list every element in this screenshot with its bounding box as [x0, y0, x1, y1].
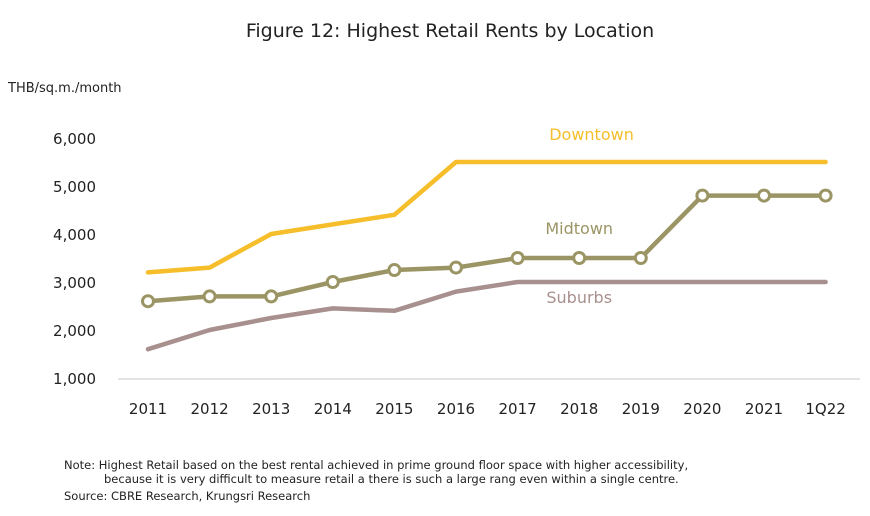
data-point-midtown [449, 260, 463, 275]
data-point-midtown [572, 251, 587, 265]
x-tick-label: 1Q22 [805, 400, 845, 418]
x-tick-label: 2016 [437, 400, 475, 418]
data-point-midtown [510, 251, 525, 265]
series-label-downtown: Downtown [549, 125, 634, 144]
x-tick-label: 2013 [252, 400, 290, 418]
source-line: Source: CBRE Research, Krungsri Research [64, 489, 311, 503]
data-point-midtown [633, 251, 648, 265]
series-line-downtown [145, 159, 828, 275]
series-label-suburbs: Suburbs [546, 288, 612, 307]
x-tick-label: 2015 [375, 400, 413, 418]
data-point-midtown [141, 294, 155, 309]
data-point-midtown [387, 263, 402, 277]
y-tick-label: 3,000 [53, 274, 96, 292]
chart-title: Figure 12: Highest Retail Rents by Locat… [246, 20, 654, 42]
series-line-midtown [145, 193, 828, 304]
data-point-midtown [818, 188, 833, 203]
y-tick-labels: 6,000 5,000 4,000 3,000 2,000 1,000 [53, 130, 96, 388]
series-markers [141, 188, 833, 309]
y-axis-unit-label: THB/sq.m./month [7, 81, 122, 96]
x-tick-label: 2012 [191, 400, 229, 418]
y-tick-label: 1,000 [53, 370, 96, 388]
x-tick-label: 2018 [560, 400, 598, 418]
y-tick-label: 4,000 [53, 226, 96, 244]
y-tick-label: 2,000 [53, 322, 96, 340]
x-tick-label: 2020 [683, 400, 721, 418]
x-tick-label: 2019 [622, 400, 660, 418]
data-point-midtown [695, 188, 710, 203]
x-tick-label: 2017 [499, 400, 537, 418]
x-tick-labels: 2011 2012 2013 2014 2015 2016 2017 2018 2019 2020… [129, 400, 846, 418]
y-tick-label: 5,000 [53, 178, 96, 196]
data-point-midtown [264, 289, 279, 304]
series-labels: Downtown Midtown Suburbs [545, 125, 633, 307]
note-line-1: Note: Highest Retail based on the best r… [64, 458, 689, 472]
series-line-suburbs [145, 279, 828, 352]
series-label-midtown: Midtown [545, 219, 613, 238]
x-tick-label: 2014 [314, 400, 352, 418]
data-point-midtown [325, 275, 340, 289]
data-point-midtown [757, 188, 771, 203]
y-tick-label: 6,000 [53, 130, 96, 148]
note-line-2: because it is very difficult to measure … [104, 472, 679, 486]
x-tick-label: 2011 [129, 400, 167, 418]
x-tick-label: 2021 [745, 400, 783, 418]
data-point-midtown [202, 289, 217, 304]
series-lines [145, 159, 828, 352]
